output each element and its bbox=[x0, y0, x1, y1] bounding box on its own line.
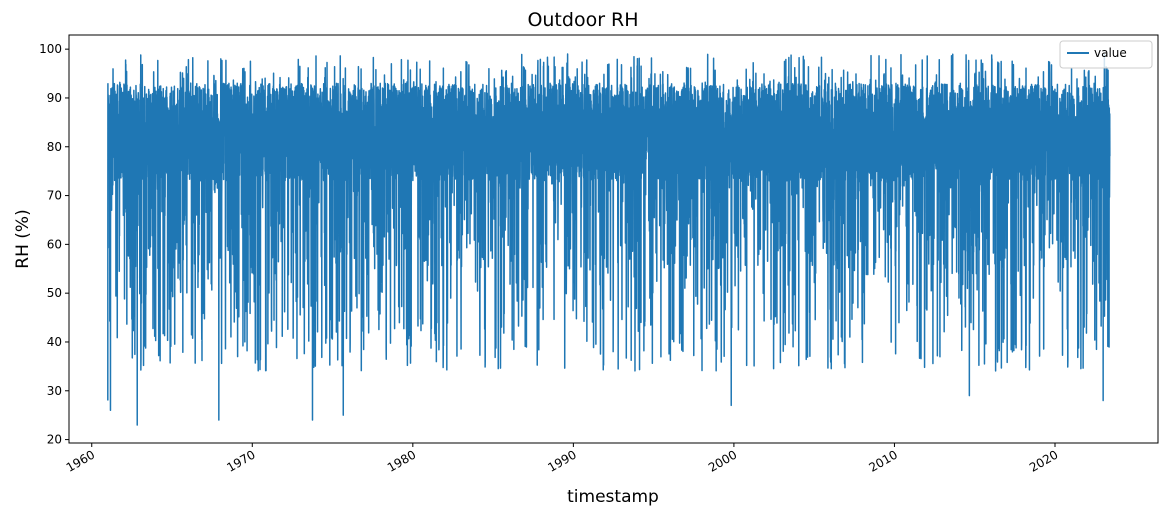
plot-area bbox=[68, 34, 1159, 444]
x-tick-label-2000: 2000 bbox=[706, 447, 739, 474]
plot-frame bbox=[68, 34, 1159, 444]
legend-label-value: value bbox=[1094, 46, 1127, 60]
y-tick-label-90: 90 bbox=[47, 91, 62, 105]
y-axis: 20 30 40 50 60 70 80 90 100 bbox=[39, 42, 69, 447]
y-tick-label-30: 30 bbox=[47, 384, 62, 398]
y-tick-label-80: 80 bbox=[47, 140, 62, 154]
x-tick-label-2010: 2010 bbox=[866, 447, 899, 474]
x-tick-label-1980: 1980 bbox=[385, 447, 418, 474]
chart-title: Outdoor RH bbox=[527, 9, 638, 31]
legend: value bbox=[1059, 40, 1153, 69]
y-tick-label-40: 40 bbox=[47, 335, 62, 349]
series-line-value bbox=[107, 53, 1111, 426]
y-tick-label-70: 70 bbox=[47, 189, 62, 203]
x-tick-label-1990: 1990 bbox=[545, 447, 578, 474]
x-axis: 1960 1970 1980 1990 2000 2010 2020 bbox=[64, 443, 1060, 475]
y-axis-title: RH (%) bbox=[13, 209, 33, 268]
x-axis-title: timestamp bbox=[567, 487, 659, 507]
y-tick-label-20: 20 bbox=[47, 433, 62, 447]
series-layer bbox=[107, 53, 1111, 426]
x-tick-label-1970: 1970 bbox=[224, 447, 257, 474]
x-tick-label-1960: 1960 bbox=[64, 447, 97, 474]
y-tick-label-50: 50 bbox=[47, 286, 62, 300]
y-tick-label-60: 60 bbox=[47, 237, 62, 251]
x-tick-label-2020: 2020 bbox=[1027, 447, 1060, 474]
y-tick-label-100: 100 bbox=[39, 42, 62, 56]
legend-box bbox=[1059, 40, 1153, 69]
